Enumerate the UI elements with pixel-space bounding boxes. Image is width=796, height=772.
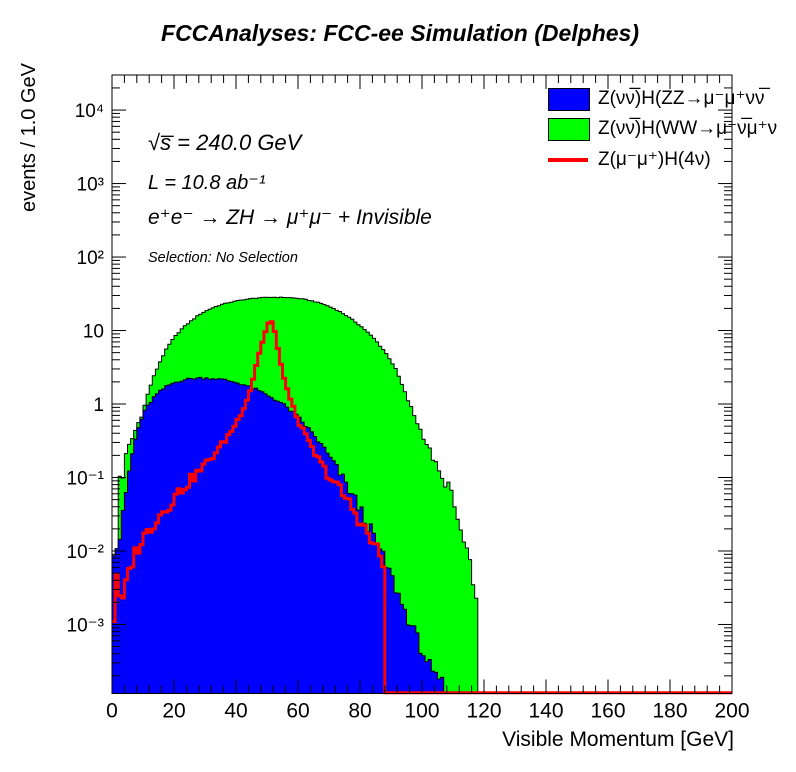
x-tick-label: 160 [590,700,625,723]
annotation-process: e⁺e⁻ → ZH → μ⁺μ⁻ + Invisible [148,206,432,229]
x-axis-title: Visible Momentum [GeV] [502,728,734,751]
x-tick-label: 180 [652,700,687,723]
histogram-filled-blue [111,376,445,694]
annotation-luminosity: L = 10.8 ab⁻¹ [148,172,266,194]
legend-label: Z(μ⁻μ⁺)H(4ν) [598,149,711,170]
legend-label: Z(νν̅)H(WW→μ⁻ν̅μ⁺ν [598,118,778,139]
x-tick-label: 200 [714,700,749,723]
series-layer [111,296,732,695]
axes-layer: 0 20 40 60 80 100 120 140 160 180 200 10⁴ 10³ 10² 10 1 1… [67,74,750,723]
annotation-selection: Selection: No Selection [148,250,298,266]
x-tick-label: 140 [528,700,563,723]
y-tick-label: 10³ [77,175,104,196]
x-tick-label: 40 [224,700,247,723]
x-tick-label: 120 [466,700,501,723]
legend-label: Z(νν̅)H(ZZ→μ⁻μ⁺νν̅ [598,88,765,109]
y-tick-label: 10⁻¹ [67,468,105,489]
y-tick-label: 10⁴ [75,101,104,122]
x-tick-label: 20 [162,700,185,723]
x-tick-label: 60 [286,700,309,723]
y-tick-label: 10² [77,248,104,269]
x-tick-label: 0 [106,700,118,723]
plot-title: FCCAnalyses: FCC-ee Simulation (Delphes) [161,20,639,46]
y-tick-label: 10⁻² [67,542,105,563]
x-tick-label: 100 [404,700,439,723]
legend-line-marker-red [548,158,588,162]
y-tick-label: 1 [93,395,104,416]
y-tick-label: 10⁻³ [67,615,105,636]
y-tick-label: 10 [83,322,104,343]
legend-swatch-blue [548,88,590,111]
annotation-sqrt-s: √s̅ = 240.0 GeV [148,130,302,155]
x-tick-label: 80 [348,700,371,723]
legend-swatch-green [548,118,590,141]
